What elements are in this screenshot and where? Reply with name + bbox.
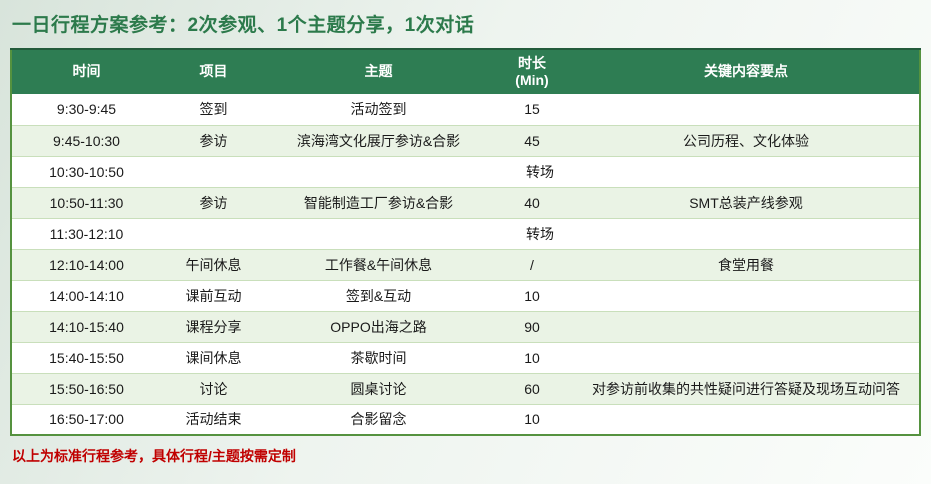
cell-time: 14:10-15:40	[11, 311, 161, 343]
cell-time: 9:45-10:30	[11, 125, 161, 157]
cell-time: 15:40-15:50	[11, 342, 161, 374]
cell-time: 15:50-16:50	[11, 373, 161, 405]
cell-theme: 合影留念	[350, 411, 407, 428]
cell-item: 午间休息	[161, 249, 266, 281]
cell-notes	[573, 404, 920, 435]
cell-time: 16:50-17:00	[49, 411, 124, 428]
cell-duration: 40	[491, 187, 573, 219]
cell-item: 参访	[161, 187, 266, 219]
cell-item: 活动结束	[185, 411, 242, 428]
cell-time: 12:10-14:00	[11, 249, 161, 281]
table-row-transition: 10:30-10:50 转场	[11, 156, 920, 188]
cell-duration: 10	[524, 411, 540, 428]
cell-merged-transition: 转场	[161, 218, 920, 250]
cell-theme: 智能制造工厂参访&合影	[266, 187, 491, 219]
cell-notes	[573, 342, 920, 374]
cell-theme: 签到&互动	[266, 280, 491, 312]
footer-note: 以上为标准行程参考，具体行程/主题按需定制	[12, 448, 296, 464]
cell-theme: 圆桌讨论	[266, 373, 491, 405]
table-row: 12:10-14:00 午间休息 工作餐&午间休息 / 食堂用餐	[11, 249, 920, 281]
cell-duration: 10	[491, 342, 573, 374]
cell-item: 课间休息	[161, 342, 266, 374]
cell-notes	[573, 94, 920, 126]
table-row: 15:40-15:50 课间休息 茶歇时间 10	[11, 342, 920, 374]
cell-merged-transition: 转场	[161, 156, 920, 188]
cell-item: 参访	[161, 125, 266, 157]
cell-duration: 60	[491, 373, 573, 405]
cell-duration: 15	[491, 94, 573, 126]
col-header-time: 时间	[11, 48, 161, 94]
cell-item: 讨论	[161, 373, 266, 405]
cell-notes: 对参访前收集的共性疑问进行答疑及现场互动问答	[573, 373, 920, 405]
cell-theme: OPPO出海之路	[266, 311, 491, 343]
cell-theme: 滨海湾文化展厅参访&合影	[266, 125, 491, 157]
cell-item: 课前互动	[161, 280, 266, 312]
cell-notes	[573, 280, 920, 312]
cell-item: 签到	[161, 94, 266, 126]
cell-duration: 10	[491, 280, 573, 312]
cell-time: 14:00-14:10	[11, 280, 161, 312]
cell-notes	[573, 311, 920, 343]
cell-theme: 活动签到	[266, 94, 491, 126]
table-row: 14:00-14:10 课前互动 签到&互动 10	[11, 280, 920, 312]
cell-theme: 茶歇时间	[266, 342, 491, 374]
table-row-transition: 11:30-12:10 转场	[11, 218, 920, 250]
table-row: 15:50-16:50 讨论 圆桌讨论 60 对参访前收集的共性疑问进行答疑及现…	[11, 373, 920, 405]
header-row: 时间 项目 主题 时长 (Min) 关键内容要点	[11, 48, 920, 94]
cell-notes: SMT总装产线参观	[573, 187, 920, 219]
page-title: 一日行程方案参考：2次参观、1个主题分享，1次对话	[12, 15, 475, 36]
cell-item: 课程分享	[161, 311, 266, 343]
cell-time: 9:30-9:45	[11, 94, 161, 126]
cell-notes: 食堂用餐	[573, 249, 920, 281]
table-row: 9:45-10:30 参访 滨海湾文化展厅参访&合影 45 公司历程、文化体验	[11, 125, 920, 157]
cell-duration: 90	[491, 311, 573, 343]
col-header-item: 项目	[161, 48, 266, 94]
cell-notes: 公司历程、文化体验	[573, 125, 920, 157]
cell-time: 10:50-11:30	[11, 187, 161, 219]
col-header-theme: 主题	[266, 48, 491, 94]
table-row: 14:10-15:40 课程分享 OPPO出海之路 90	[11, 311, 920, 343]
col-header-keypoints: 关键内容要点	[573, 48, 920, 94]
cell-theme: 工作餐&午间休息	[266, 249, 491, 281]
table-row: 9:30-9:45 签到 活动签到 15	[11, 94, 920, 126]
cell-time: 10:30-10:50	[11, 156, 161, 188]
table-row: 16:50-17:00 活动结束 合影留念 10	[11, 404, 920, 435]
cell-duration: 45	[491, 125, 573, 157]
table-row: 10:50-11:30 参访 智能制造工厂参访&合影 40 SMT总装产线参观	[11, 187, 920, 219]
cell-duration: /	[491, 249, 573, 281]
schedule-table: 时间 项目 主题 时长 (Min) 关键内容要点 9:30-9:45 签到 活动…	[10, 48, 921, 436]
cell-time: 11:30-12:10	[11, 218, 161, 250]
col-header-duration: 时长 (Min)	[491, 48, 573, 94]
